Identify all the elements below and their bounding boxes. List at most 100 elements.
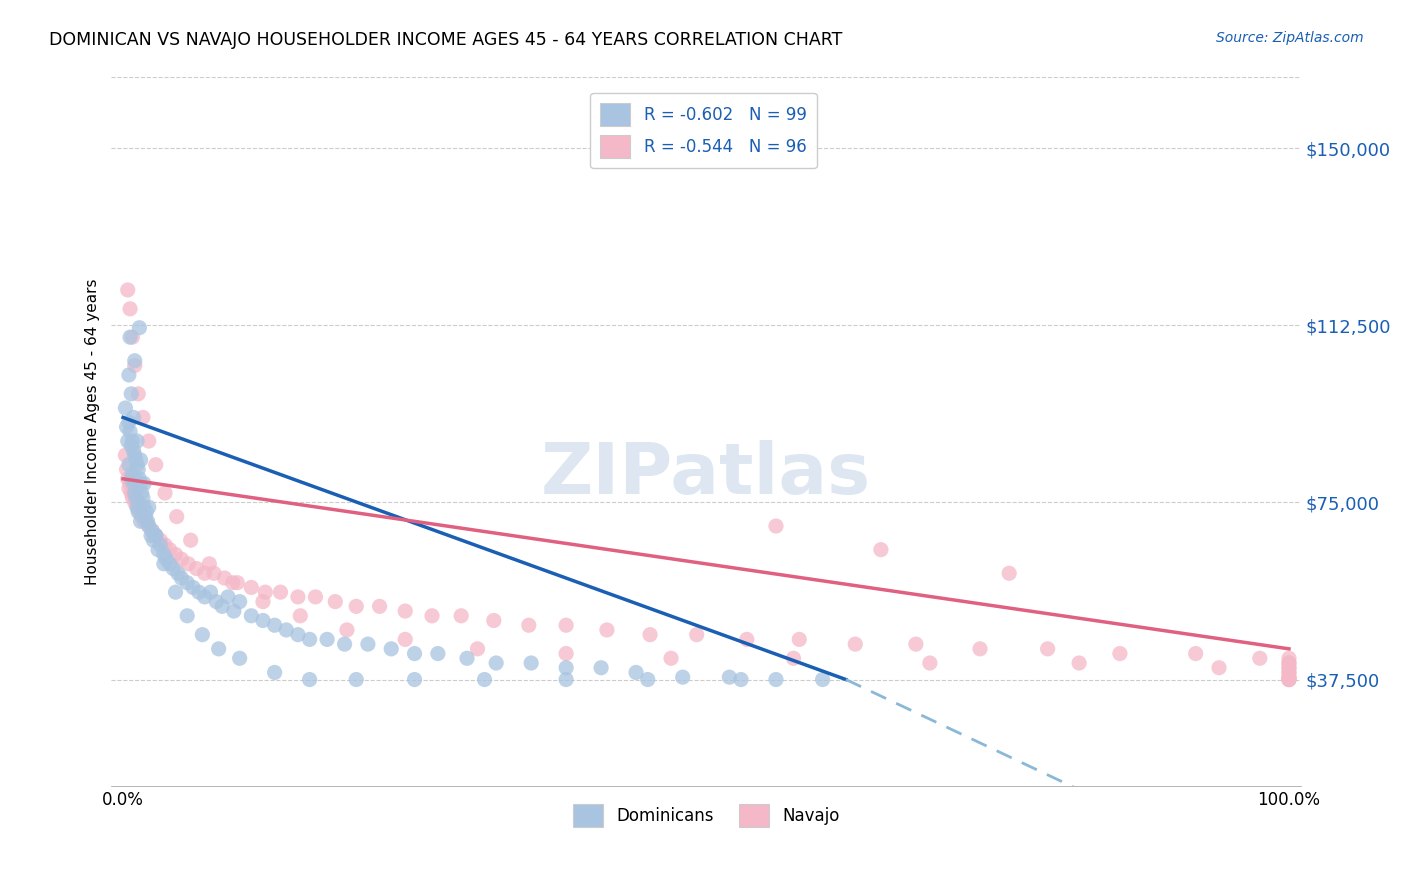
Point xyxy=(120,387,142,401)
Point xyxy=(118,458,141,472)
Point xyxy=(765,519,787,533)
Point xyxy=(380,641,402,656)
Point xyxy=(125,458,148,472)
Point xyxy=(918,656,941,670)
Point xyxy=(1278,656,1301,670)
Point xyxy=(127,462,149,476)
Point xyxy=(170,571,193,585)
Point xyxy=(120,439,142,453)
Point xyxy=(128,472,150,486)
Point xyxy=(228,594,250,608)
Point xyxy=(145,458,167,472)
Point xyxy=(357,637,380,651)
Point xyxy=(456,651,478,665)
Point xyxy=(142,533,165,548)
Point xyxy=(870,542,893,557)
Point xyxy=(115,462,138,476)
Point xyxy=(276,623,298,637)
Point xyxy=(120,301,142,316)
Point xyxy=(214,571,236,585)
Point xyxy=(287,590,309,604)
Point xyxy=(149,533,172,548)
Text: ZIPatlas: ZIPatlas xyxy=(541,440,872,508)
Point xyxy=(1249,651,1271,665)
Point xyxy=(138,519,160,533)
Point xyxy=(263,618,285,632)
Point xyxy=(128,505,150,519)
Point xyxy=(287,628,309,642)
Point xyxy=(482,614,505,628)
Point xyxy=(200,585,222,599)
Point xyxy=(132,410,155,425)
Point xyxy=(121,467,143,482)
Point xyxy=(125,500,148,515)
Point xyxy=(520,656,543,670)
Point xyxy=(1278,673,1301,687)
Point xyxy=(591,661,613,675)
Point xyxy=(316,632,339,647)
Point xyxy=(118,481,141,495)
Point xyxy=(124,486,146,500)
Point xyxy=(118,415,141,429)
Point xyxy=(298,632,321,647)
Point xyxy=(782,651,804,665)
Point xyxy=(131,509,153,524)
Point xyxy=(139,528,162,542)
Point xyxy=(240,608,263,623)
Point xyxy=(162,561,184,575)
Point xyxy=(122,443,145,458)
Point xyxy=(135,514,157,528)
Point xyxy=(1278,661,1301,675)
Point xyxy=(198,557,221,571)
Point xyxy=(167,566,190,581)
Point xyxy=(129,500,152,515)
Point xyxy=(114,401,136,415)
Point xyxy=(153,557,176,571)
Point xyxy=(120,330,142,344)
Point xyxy=(177,557,200,571)
Point xyxy=(122,476,145,491)
Point xyxy=(252,594,274,608)
Text: Source: ZipAtlas.com: Source: ZipAtlas.com xyxy=(1216,31,1364,45)
Point xyxy=(153,486,176,500)
Point xyxy=(127,505,149,519)
Point xyxy=(131,486,153,500)
Point xyxy=(155,552,177,566)
Point xyxy=(145,528,167,542)
Point xyxy=(132,476,155,491)
Point xyxy=(121,491,143,505)
Point xyxy=(672,670,695,684)
Point xyxy=(368,599,391,614)
Point xyxy=(467,641,489,656)
Point xyxy=(998,566,1021,581)
Point xyxy=(145,528,167,542)
Point xyxy=(120,476,142,491)
Point xyxy=(1278,673,1301,687)
Point xyxy=(121,434,143,448)
Point xyxy=(121,330,143,344)
Point xyxy=(240,581,263,595)
Point xyxy=(252,614,274,628)
Point xyxy=(787,632,810,647)
Point xyxy=(129,453,152,467)
Point xyxy=(555,647,578,661)
Point xyxy=(205,594,228,608)
Point xyxy=(1278,665,1301,680)
Point xyxy=(120,486,142,500)
Point xyxy=(517,618,540,632)
Point xyxy=(226,575,249,590)
Point xyxy=(159,542,181,557)
Point xyxy=(1278,670,1301,684)
Point xyxy=(125,491,148,505)
Point xyxy=(336,623,359,637)
Y-axis label: Householder Income Ages 45 - 64 years: Householder Income Ages 45 - 64 years xyxy=(86,278,100,585)
Point xyxy=(426,647,449,661)
Point xyxy=(194,566,217,581)
Point xyxy=(132,491,155,505)
Point xyxy=(181,581,204,595)
Text: DOMINICAN VS NAVAJO HOUSEHOLDER INCOME AGES 45 - 64 YEARS CORRELATION CHART: DOMINICAN VS NAVAJO HOUSEHOLDER INCOME A… xyxy=(49,31,842,49)
Point xyxy=(134,509,156,524)
Point xyxy=(555,673,578,687)
Point xyxy=(298,673,321,687)
Point xyxy=(394,604,416,618)
